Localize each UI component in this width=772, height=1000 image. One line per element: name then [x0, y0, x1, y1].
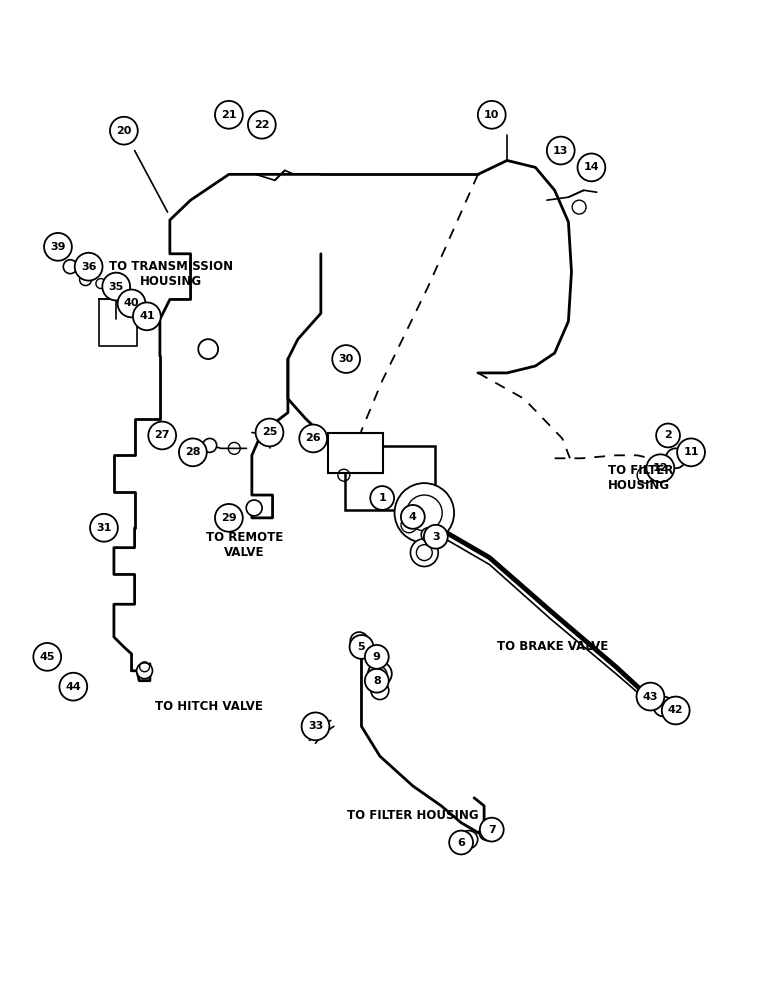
Circle shape	[350, 632, 368, 650]
Circle shape	[422, 528, 435, 542]
Text: 31: 31	[96, 523, 112, 533]
Text: 39: 39	[50, 242, 66, 252]
Text: TO BRAKE VALVE: TO BRAKE VALVE	[497, 640, 608, 653]
Text: 41: 41	[139, 311, 154, 321]
Circle shape	[662, 697, 689, 724]
Circle shape	[656, 424, 680, 447]
Text: 22: 22	[254, 120, 269, 130]
Text: TO FILTER
HOUSING: TO FILTER HOUSING	[608, 464, 674, 492]
Circle shape	[90, 514, 118, 542]
Text: 21: 21	[221, 110, 237, 120]
Circle shape	[256, 419, 283, 446]
Text: 28: 28	[185, 447, 201, 457]
Text: 25: 25	[262, 427, 277, 437]
Circle shape	[638, 691, 655, 707]
Circle shape	[132, 306, 146, 320]
Text: 45: 45	[39, 652, 55, 662]
Circle shape	[480, 818, 503, 842]
Text: TO TRANSMISSION
HOUSING: TO TRANSMISSION HOUSING	[110, 260, 233, 288]
Text: 1: 1	[378, 493, 386, 503]
Text: TO FILTER HOUSING: TO FILTER HOUSING	[347, 809, 479, 822]
Circle shape	[103, 273, 130, 300]
Circle shape	[350, 635, 374, 659]
Bar	[345, 446, 435, 510]
Circle shape	[75, 253, 103, 281]
Circle shape	[215, 504, 242, 532]
Circle shape	[137, 663, 153, 679]
Text: 4: 4	[409, 512, 417, 522]
Circle shape	[577, 154, 605, 181]
Text: 12: 12	[652, 463, 668, 473]
Text: 44: 44	[66, 682, 81, 692]
Circle shape	[677, 438, 705, 466]
Text: 29: 29	[221, 513, 237, 523]
Circle shape	[80, 274, 92, 286]
Circle shape	[371, 486, 394, 510]
Text: 5: 5	[357, 642, 365, 652]
Text: 2: 2	[664, 430, 672, 440]
Circle shape	[637, 683, 665, 710]
Text: 10: 10	[484, 110, 499, 120]
Circle shape	[646, 454, 674, 482]
Text: 30: 30	[338, 354, 354, 364]
Text: 35: 35	[109, 282, 124, 292]
Circle shape	[332, 345, 360, 373]
Text: 14: 14	[584, 162, 599, 172]
Circle shape	[368, 662, 391, 686]
Circle shape	[63, 260, 77, 274]
Text: 40: 40	[124, 298, 139, 308]
Circle shape	[198, 339, 218, 359]
Circle shape	[394, 483, 454, 543]
Circle shape	[683, 447, 699, 463]
Text: 33: 33	[308, 721, 323, 731]
Circle shape	[365, 669, 389, 693]
Circle shape	[215, 101, 242, 129]
Text: 9: 9	[373, 652, 381, 662]
Text: 26: 26	[306, 433, 321, 443]
Circle shape	[300, 425, 327, 452]
Text: 13: 13	[553, 146, 568, 156]
Circle shape	[248, 111, 276, 139]
Circle shape	[654, 697, 673, 716]
Circle shape	[478, 101, 506, 129]
Circle shape	[449, 831, 473, 854]
Text: 11: 11	[683, 447, 699, 457]
Circle shape	[460, 831, 478, 848]
Circle shape	[547, 137, 574, 164]
Circle shape	[59, 673, 87, 701]
Text: 8: 8	[373, 676, 381, 686]
Text: 42: 42	[668, 705, 683, 715]
Circle shape	[665, 448, 686, 468]
Text: 43: 43	[642, 692, 659, 702]
Circle shape	[371, 682, 389, 700]
Circle shape	[302, 712, 330, 740]
Text: 3: 3	[432, 532, 439, 542]
Circle shape	[479, 825, 495, 841]
Circle shape	[401, 505, 425, 529]
Circle shape	[246, 500, 262, 516]
Text: 27: 27	[154, 430, 170, 440]
Circle shape	[411, 539, 438, 567]
Text: TO HITCH VALVE: TO HITCH VALVE	[154, 700, 262, 713]
Text: 36: 36	[81, 262, 96, 272]
Circle shape	[148, 422, 176, 449]
Circle shape	[133, 302, 161, 330]
Circle shape	[117, 290, 145, 317]
Circle shape	[424, 525, 448, 549]
Bar	[328, 433, 383, 473]
Text: 7: 7	[488, 825, 496, 835]
Text: 6: 6	[457, 838, 465, 848]
Circle shape	[44, 233, 72, 261]
Circle shape	[203, 438, 217, 452]
Text: 20: 20	[117, 126, 131, 136]
Circle shape	[110, 117, 137, 145]
Circle shape	[179, 438, 207, 466]
Text: TO REMOTE
VALVE: TO REMOTE VALVE	[205, 531, 283, 559]
Circle shape	[33, 643, 61, 671]
Circle shape	[144, 317, 156, 329]
Circle shape	[365, 645, 389, 669]
